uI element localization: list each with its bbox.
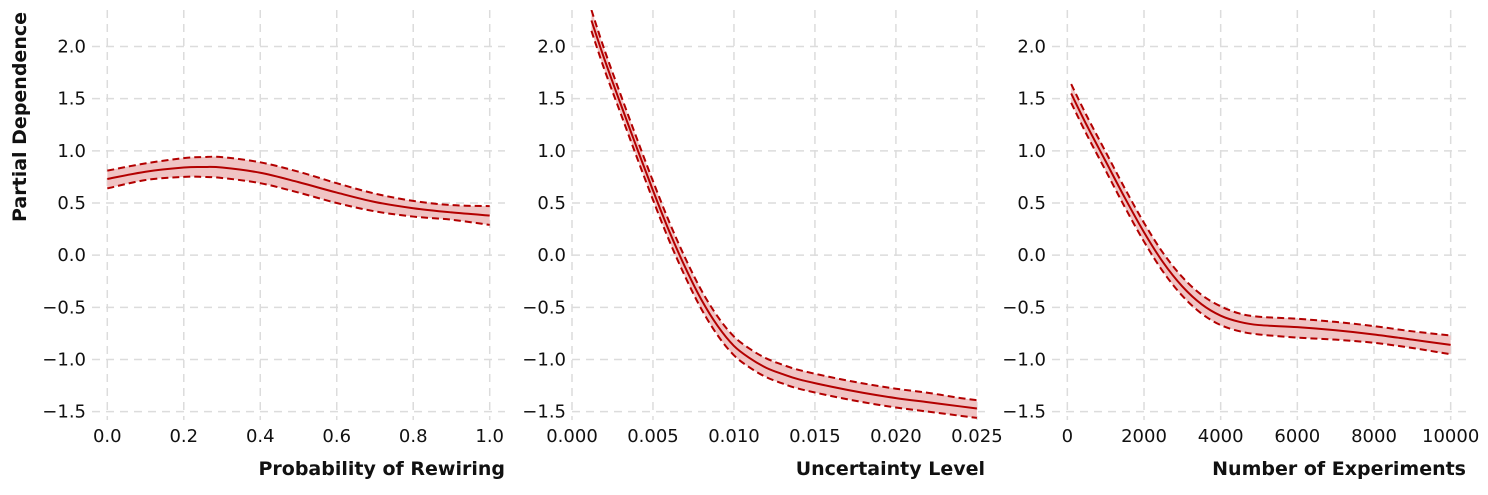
y-tick-label: 1.5 [57, 89, 86, 110]
tick-labels: 0.000 0.005 0.010 0.015 0.020 0.025 2.0 1.5 1.0 0… [522, 37, 1002, 447]
y-tick-label: −0.5 [42, 297, 86, 318]
x-tick-label: 0.6 [322, 426, 351, 447]
x-tick-label: 0.005 [627, 426, 679, 447]
x-axis-label: Probability of Rewiring [258, 458, 505, 480]
y-tick-label: 1.0 [57, 141, 86, 162]
y-tick-label: 2.0 [537, 37, 566, 58]
x-tick-label: 2000 [1121, 426, 1167, 447]
y-tick-label: 0.5 [537, 193, 566, 214]
x-tick-label: 0.015 [789, 426, 841, 447]
x-tick-label: 8000 [1351, 426, 1397, 447]
x-tick-label: 0.4 [246, 426, 275, 447]
mean-line [590, 20, 978, 410]
y-tick-label: 2.0 [57, 37, 86, 58]
y-tick-label: −1.5 [1002, 402, 1046, 423]
y-tick-label: 0.0 [1017, 245, 1046, 266]
y-tick-label: −0.5 [1002, 297, 1046, 318]
y-tick-label: −1.5 [42, 402, 86, 423]
upper-bound-line [1070, 83, 1451, 337]
y-tick-label: −1.0 [42, 349, 86, 370]
grid [92, 10, 505, 420]
y-tick-label: 1.0 [537, 141, 566, 162]
y-tick-label: 2.0 [1017, 37, 1046, 58]
y-tick-label: 1.5 [537, 89, 566, 110]
confidence-band [1071, 84, 1451, 355]
upper-bound-line [590, 10, 978, 402]
x-tick-label: 6000 [1274, 426, 1320, 447]
x-tick-label: 0.020 [870, 426, 922, 447]
x-tick-label: 0.010 [708, 426, 760, 447]
tick-labels: 0.0 0.2 0.4 0.6 0.8 1.0 2.0 1.5 1.0 0.5 0.0 −0.5 −1.… [42, 37, 504, 447]
x-tick-label: 10000 [1422, 426, 1479, 447]
confidence-band [107, 156, 490, 225]
grid [1052, 10, 1466, 420]
x-tick-label: 0.2 [169, 426, 198, 447]
lower-bound-line [107, 175, 490, 226]
y-tick-label: 0.5 [1017, 193, 1046, 214]
plot-area [1070, 83, 1451, 356]
x-tick-label: 4000 [1198, 426, 1244, 447]
y-tick-label: 0.0 [57, 245, 86, 266]
mean-line [1070, 93, 1451, 346]
y-tick-label: −0.5 [522, 297, 566, 318]
y-tick-label: −1.0 [522, 349, 566, 370]
lower-bound-line [590, 30, 978, 419]
panel-number-of-experiments: 0 2000 4000 6000 8000 10000 2.0 1.5 1.0 0.5 0.0 −0.… [1002, 10, 1479, 480]
plot-area [590, 10, 978, 419]
x-tick-label: 0.000 [546, 426, 598, 447]
x-tick-label: 0.0 [93, 426, 122, 447]
x-tick-label: 0.8 [399, 426, 428, 447]
panel-probability-of-rewiring: 0.0 0.2 0.4 0.6 0.8 1.0 2.0 1.5 1.0 0.5 0.0 −0.5 −1.… [9, 10, 505, 480]
y-tick-label: 0.0 [537, 245, 566, 266]
plot-area [107, 155, 490, 226]
grid [571, 10, 985, 420]
tick-labels: 0 2000 4000 6000 8000 10000 2.0 1.5 1.0 0.5 0.0 −0.… [1002, 37, 1479, 447]
mean-line [107, 165, 490, 217]
panel-uncertainty-level: 0.000 0.005 0.010 0.015 0.020 0.025 2.0 1.5 1.0 0… [522, 10, 1003, 480]
y-tick-label: 1.0 [1017, 141, 1046, 162]
x-tick-label: 1.0 [475, 426, 504, 447]
y-tick-label: 0.5 [57, 193, 86, 214]
y-tick-label: −1.5 [522, 402, 566, 423]
x-axis-label: Number of Experiments [1212, 458, 1466, 480]
x-tick-label: 0.025 [951, 426, 1003, 447]
lower-bound-line [1070, 102, 1451, 356]
y-axis-label: Partial Dependence [9, 12, 31, 222]
confidence-band [591, 10, 977, 418]
x-tick-label: 0 [1062, 426, 1073, 447]
y-tick-label: 1.5 [1017, 89, 1046, 110]
y-tick-label: −1.0 [1002, 349, 1046, 370]
x-axis-label: Uncertainty Level [796, 458, 985, 480]
